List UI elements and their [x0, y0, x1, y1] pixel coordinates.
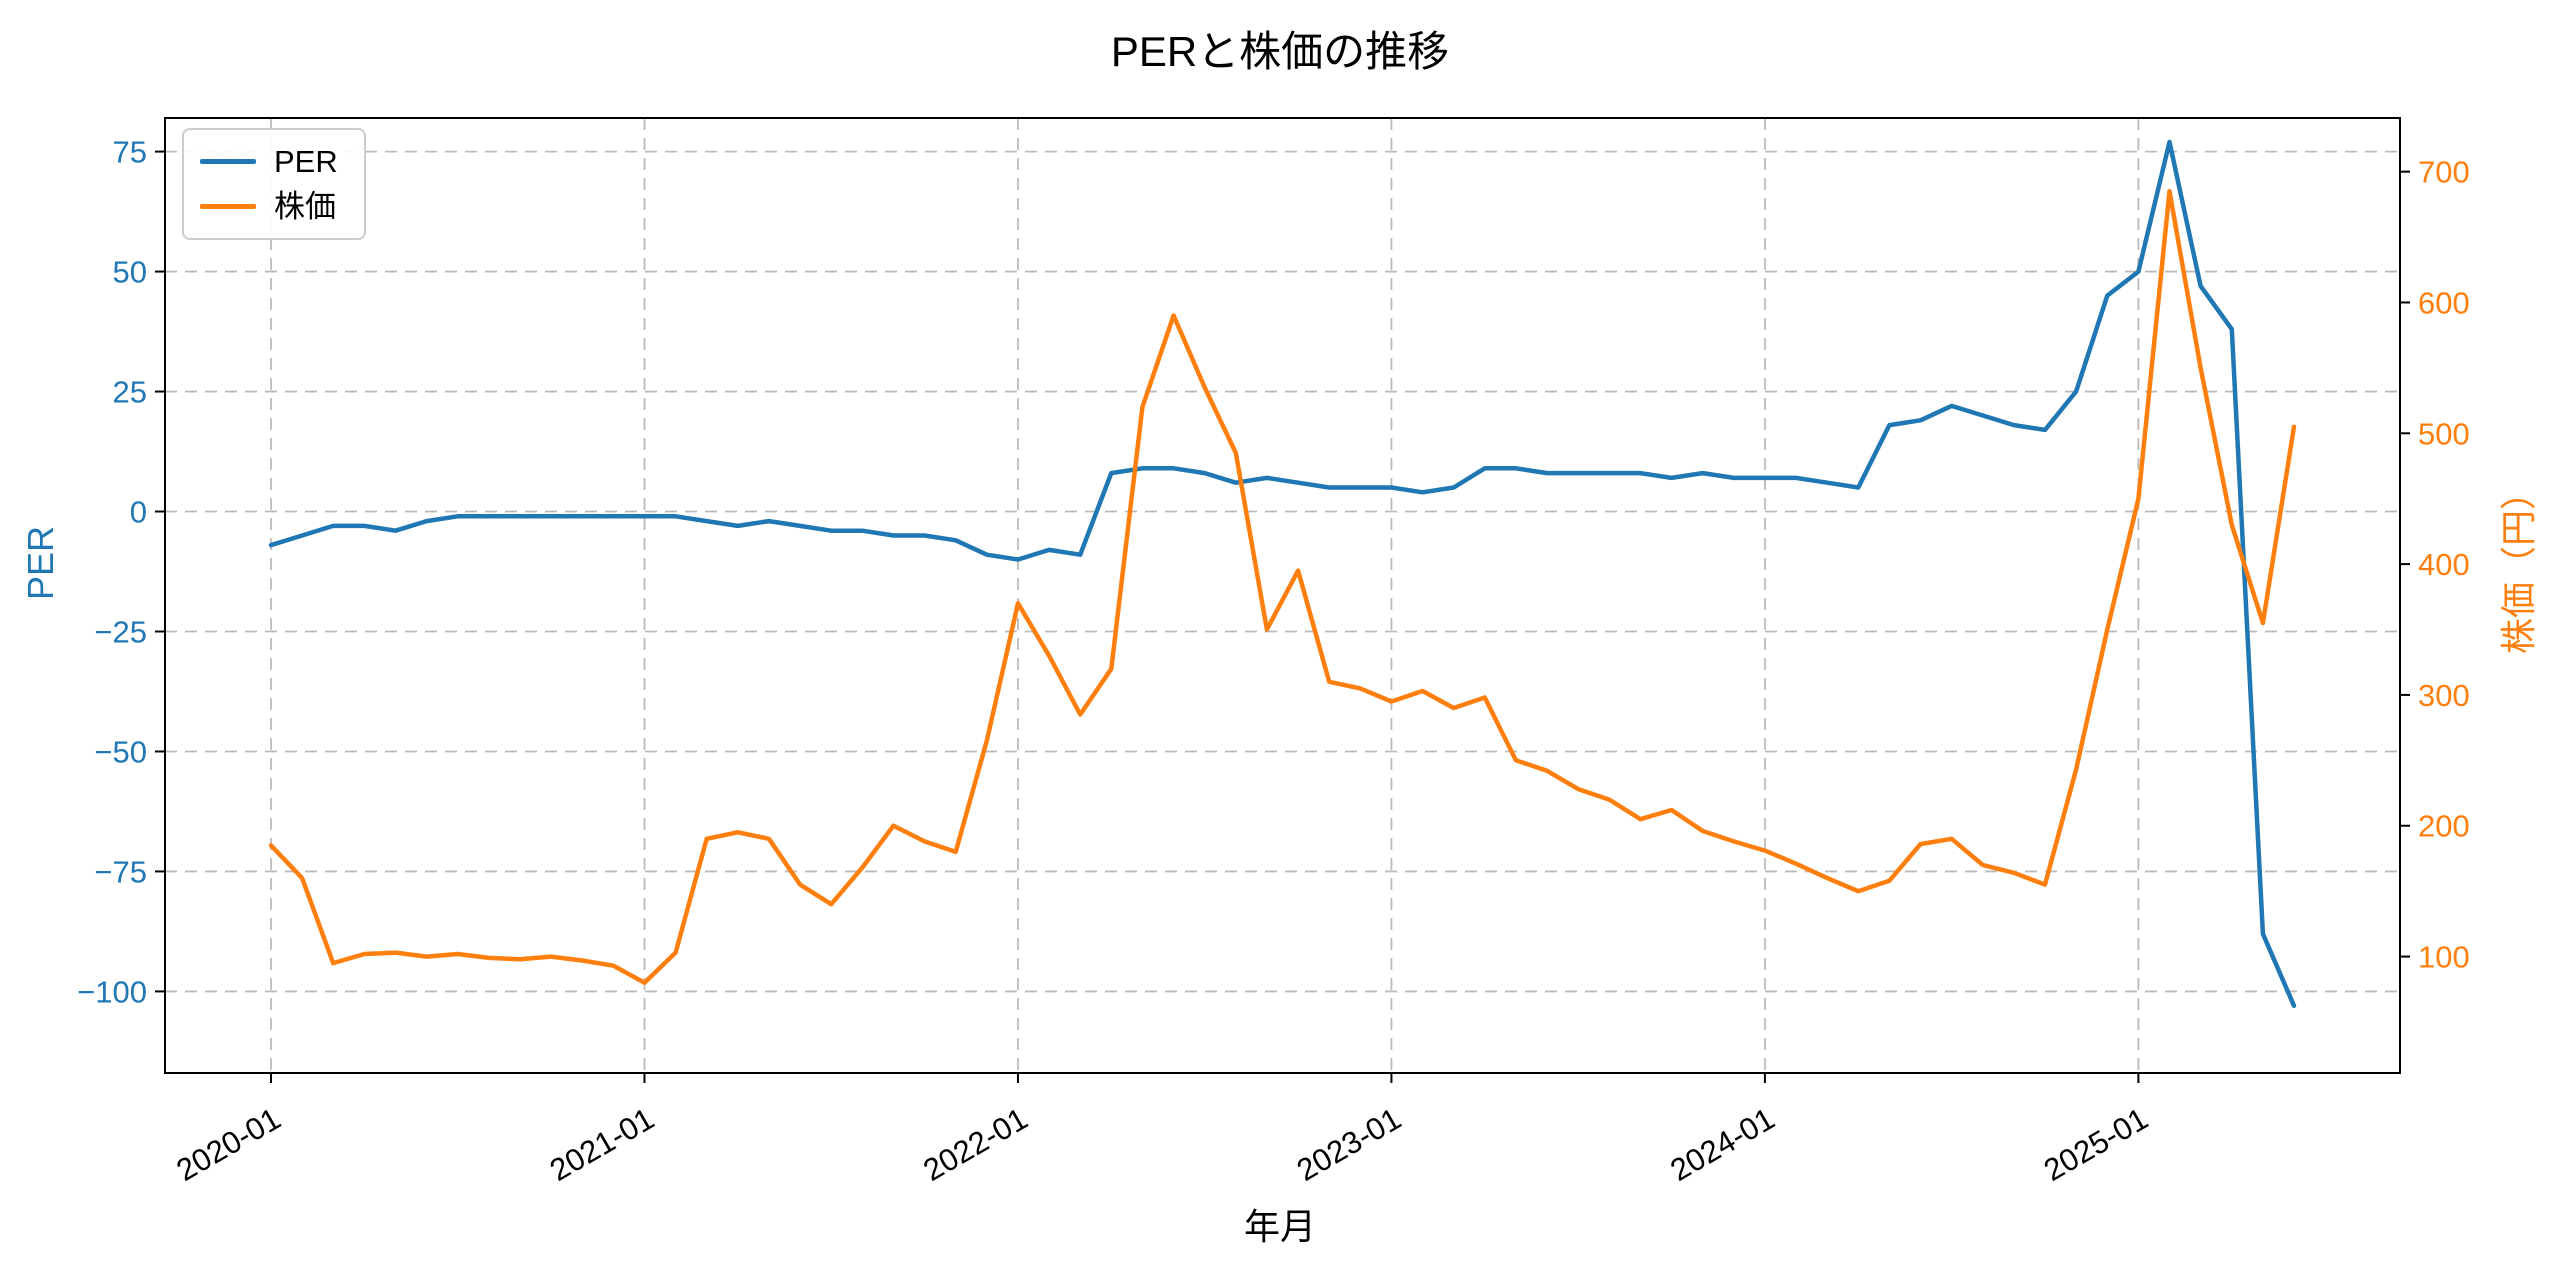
legend-label: PER: [274, 144, 338, 179]
x-tick-label: 2023-01: [1291, 1101, 1407, 1188]
right-tick-label: 500: [2418, 416, 2470, 451]
x-tick-label: 2022-01: [917, 1101, 1033, 1188]
legend-swatch: [200, 159, 256, 164]
legend: PER 株価: [182, 128, 366, 240]
left-tick-label: 75: [113, 135, 147, 170]
left-tick-label: −75: [94, 854, 147, 889]
chart-title: PERと株価の推移: [1110, 28, 1450, 75]
legend-row: 株価: [200, 191, 338, 222]
x-tick-label: 2021-01: [544, 1101, 660, 1188]
right-tick-label: 100: [2418, 940, 2470, 975]
left-y-axis-label: PER: [20, 525, 61, 601]
right-tick-label: 600: [2418, 285, 2470, 320]
x-tick-label: 2024-01: [1664, 1101, 1780, 1188]
x-tick-label: 2020-01: [170, 1101, 286, 1188]
legend-swatch: [200, 204, 256, 209]
left-tick-label: 25: [113, 375, 147, 410]
right-tick-label: 300: [2418, 678, 2470, 713]
left-tick-label: 0: [130, 495, 147, 530]
left-tick-label: 50: [113, 255, 147, 290]
legend-row: PER: [200, 146, 338, 177]
left-tick-label: −100: [77, 974, 147, 1009]
right-y-axis-label: 株価（円）: [2498, 473, 2539, 655]
right-tick-label: 700: [2418, 155, 2470, 190]
plot-border: [164, 117, 2401, 1074]
price-line: [268, 189, 2297, 985]
x-tick-label: 2025-01: [2038, 1101, 2154, 1188]
left-tick-label: −25: [94, 614, 147, 649]
right-tick-label: 400: [2418, 547, 2470, 582]
right-tick-label: 200: [2418, 809, 2470, 844]
legend-label: 株価: [274, 189, 336, 224]
x-axis-label: 年月: [1243, 1206, 1316, 1247]
left-tick-label: −50: [94, 734, 147, 769]
per-line: [268, 139, 2297, 1009]
